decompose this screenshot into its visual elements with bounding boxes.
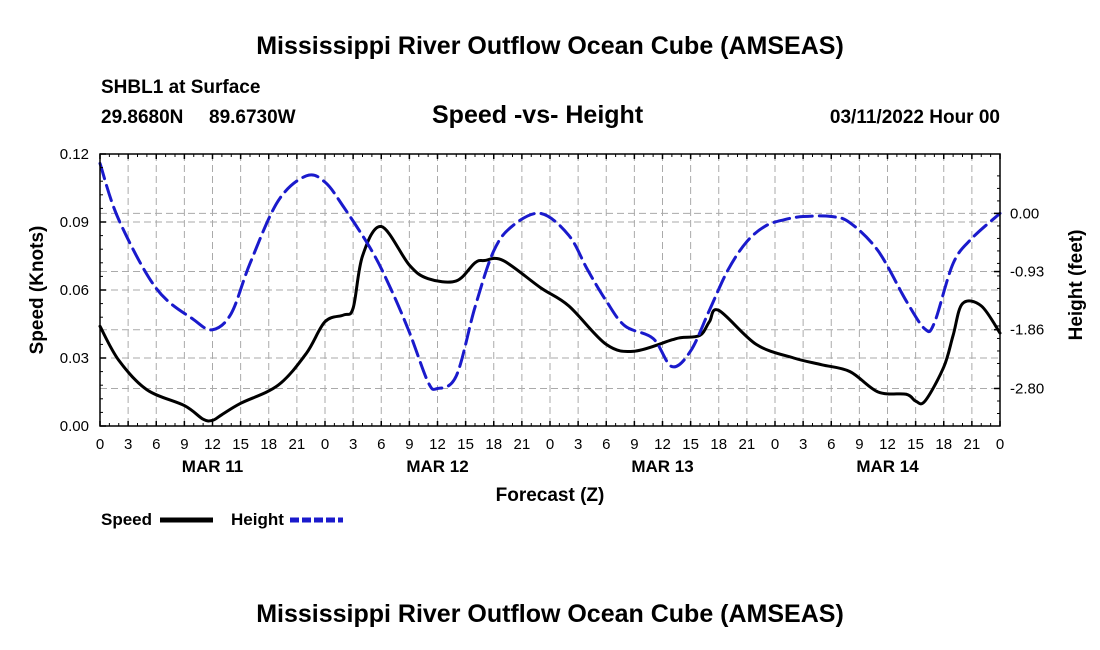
x-tick-label: 6 [827,436,835,453]
forecast-datetime: 03/11/2022 Hour 00 [829,107,1000,128]
legend-speed: Speed [101,510,213,529]
date-label: MAR 13 [631,457,693,476]
y-left-tick-label: 0.06 [60,282,89,299]
y-left-tick-label: 0.00 [60,418,89,435]
y-left-tick-label: 0.03 [60,350,89,367]
legend-height: Height [231,510,343,529]
x-tick-label: 3 [574,436,582,453]
chart-subtitle: Speed -vs- Height [432,101,644,129]
plot-frame [99,153,1001,427]
x-tick-label: 0 [996,436,1004,453]
x-tick-label: 12 [204,436,221,453]
x-tick-label: 18 [260,436,277,453]
x-tick-label: 21 [964,436,981,453]
x-tick-label: 12 [429,436,446,453]
x-tick-label: 21 [514,436,531,453]
y-axis-left-label: Speed (Knots) [27,226,48,355]
grid-lines [100,154,1000,426]
x-tick-label: 12 [879,436,896,453]
legend-height-label: Height [231,510,284,529]
x-tick-label: 15 [682,436,699,453]
x-tick-label: 15 [457,436,474,453]
x-tick-label: 0 [771,436,779,453]
y-right-tick-label: -2.80 [1010,380,1044,397]
x-axis-label: Forecast (Z) [496,485,605,506]
y-right-tick-label: -0.93 [1010,264,1044,281]
y-right-tick-label: -1.86 [1010,322,1044,339]
chart-title-bottom: Mississippi River Outflow Ocean Cube (AM… [256,600,844,628]
legend-speed-label: Speed [101,510,152,529]
x-tick-label: 9 [405,436,413,453]
station-latitude: 29.8680N [101,107,184,128]
x-tick-label: 9 [855,436,863,453]
x-tick-label: 15 [907,436,924,453]
x-tick-label: 0 [546,436,554,453]
speed-series-line [98,225,1002,423]
x-tick-label: 15 [232,436,249,453]
x-tick-label: 3 [799,436,807,453]
y-right-tick-label: 0.00 [1010,205,1039,222]
height-series-line [98,161,1002,391]
y-left-tick-label: 0.09 [60,214,89,231]
x-tick-label: 18 [710,436,727,453]
x-tick-label: 0 [321,436,329,453]
station-longitude: 89.6730W [209,107,296,128]
series-lines [98,161,1002,423]
x-tick-label: 3 [124,436,132,453]
x-tick-label: 3 [349,436,357,453]
x-tick-label: 18 [935,436,952,453]
y-axis-right-label: Height (feet) [1066,230,1087,341]
chart-title-top: Mississippi River Outflow Ocean Cube (AM… [256,32,844,60]
date-label: MAR 11 [182,457,243,476]
x-tick-label: 12 [654,436,671,453]
y-left-tick-label: 0.12 [60,146,89,163]
x-tick-label: 9 [180,436,188,453]
x-tick-label: 6 [602,436,610,453]
x-tick-label: 6 [152,436,160,453]
x-tick-label: 6 [377,436,385,453]
station-name: SHBL1 at Surface [101,77,261,98]
x-tick-label: 0 [96,436,104,453]
x-tick-label: 9 [630,436,638,453]
x-tick-label: 21 [739,436,756,453]
axes: 0 3 6 9 12 15 18 21 0 3 6 9 12 15 18 21 0 3 6 9 12 15 18 21 0 3 6 9… [60,146,1044,476]
date-label: MAR 14 [856,457,919,476]
x-tick-label: 18 [485,436,502,453]
date-label: MAR 12 [406,457,468,476]
x-tick-label: 21 [289,436,306,453]
